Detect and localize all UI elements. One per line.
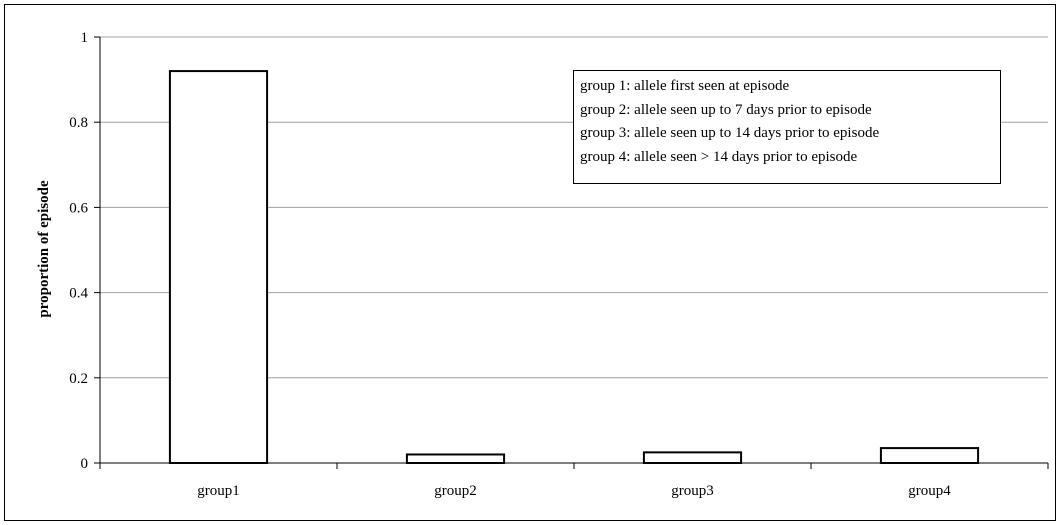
legend-entry-group1: group 1: allele first seen at episode — [580, 78, 790, 94]
y-tick-label: 0 — [81, 456, 89, 472]
y-tick-label: 0.4 — [69, 286, 88, 302]
bars — [168, 70, 980, 465]
bar-group1 — [168, 70, 269, 465]
y-tick-label: 0.6 — [69, 200, 88, 216]
y-tick-labels: 0 0.2 0.4 0.6 0.8 1 — [69, 30, 88, 472]
y-tick-label: 0.2 — [69, 371, 88, 387]
x-tick-label-group2: group2 — [434, 483, 477, 499]
x-tick-label-group3: group3 — [671, 483, 714, 499]
x-tick-labels: group1 group2 group3 group4 — [197, 483, 951, 499]
x-tick-label-group1: group1 — [197, 483, 240, 499]
legend: group 1: allele first seen at episode gr… — [573, 70, 1001, 184]
x-tick-label-group4: group4 — [908, 483, 951, 499]
y-axis-label: proportion of episode — [36, 180, 52, 318]
y-tick-label: 0.8 — [69, 115, 88, 131]
legend-entry-group3: group 3: allele seen up to 14 days prior… — [580, 125, 880, 141]
y-tick-label: 1 — [81, 30, 89, 46]
bar-group2 — [405, 453, 506, 465]
legend-entry-group2: group 2: allele seen up to 7 days prior … — [580, 101, 872, 118]
bar-group4 — [879, 447, 980, 464]
legend-entry-group4: group 4: allele seen > 14 days prior to … — [580, 148, 858, 165]
bar-group3 — [642, 451, 743, 465]
